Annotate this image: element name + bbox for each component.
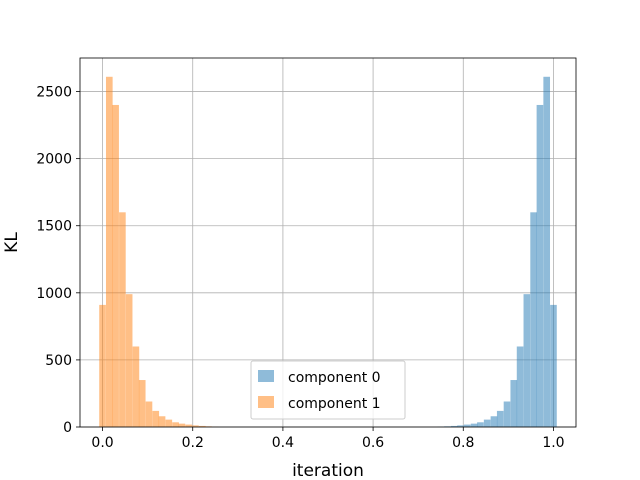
histogram-bar-component-1 <box>198 425 206 427</box>
histogram-bar-component-0 <box>536 104 544 428</box>
histogram-bar-component-0 <box>543 76 551 427</box>
histogram-bar-component-0 <box>510 380 518 427</box>
histogram-bar-component-1 <box>145 401 153 427</box>
histogram-bar-component-1 <box>178 423 186 427</box>
histogram-bar-component-0 <box>464 424 471 427</box>
histogram-bar-component-1 <box>125 294 133 427</box>
histogram-bar-component-1 <box>185 424 192 427</box>
histogram-bar-component-0 <box>550 304 557 427</box>
y-tick-label: 500 <box>45 353 72 369</box>
legend-label-component-1: component 1 <box>288 396 381 412</box>
histogram-bar-component-0 <box>530 212 537 427</box>
histogram-bar-component-1 <box>192 425 199 427</box>
legend-box <box>250 360 406 420</box>
histogram-bar-component-1 <box>112 104 119 428</box>
y-tick-label: 1500 <box>36 219 72 235</box>
histogram-bar-component-1 <box>119 212 126 427</box>
histogram-bar-component-1 <box>158 416 166 427</box>
y-axis-label: KL <box>2 232 22 253</box>
x-axis-label: iteration <box>292 461 364 480</box>
x-tick-label: 1.0 <box>542 435 564 451</box>
axis-ticks: 0.0 0.2 0.4 0.6 0.8 1.0 0 500 1000 1500 2000 2500 <box>36 85 564 451</box>
histogram-bar-component-0 <box>490 416 498 427</box>
y-tick-label: 2000 <box>36 152 72 168</box>
histogram-bar-component-1 <box>165 419 173 427</box>
histogram-bar-component-0 <box>477 422 484 427</box>
x-tick-label: 0.0 <box>91 435 113 451</box>
y-tick-label: 2500 <box>36 85 72 101</box>
histogram-bars <box>99 76 557 428</box>
histogram-bar-component-1 <box>152 410 160 427</box>
histogram-bar-component-1 <box>132 346 140 427</box>
legend: component 0 component 1 <box>250 360 406 420</box>
x-tick-label: 0.2 <box>182 435 204 451</box>
x-tick-label: 0.6 <box>362 435 384 451</box>
histogram-bar-component-0 <box>470 423 478 427</box>
legend-swatch-component-0 <box>258 370 274 382</box>
histogram-bar-component-0 <box>457 425 464 427</box>
histogram-bar-component-0 <box>503 401 511 427</box>
histogram-bar-component-0 <box>496 410 504 427</box>
histogram-bar-component-1 <box>172 422 179 427</box>
y-tick-label: 0 <box>63 420 72 436</box>
legend-swatch-component-1 <box>258 396 274 408</box>
histogram-bar-component-0 <box>483 419 491 427</box>
x-tick-label: 0.8 <box>452 435 474 451</box>
histogram-bar-component-0 <box>516 346 524 427</box>
histogram-bar-component-1 <box>138 380 146 427</box>
plot-frame <box>79 57 577 428</box>
histogram-bar-component-1 <box>99 304 106 427</box>
histogram-bar-component-1 <box>105 76 113 427</box>
histogram-bar-component-0 <box>450 425 458 427</box>
x-tick-label: 0.4 <box>272 435 294 451</box>
histogram-bar-component-0 <box>523 294 531 427</box>
legend-label-component-0: component 0 <box>288 370 381 386</box>
y-tick-label: 1000 <box>36 286 72 302</box>
